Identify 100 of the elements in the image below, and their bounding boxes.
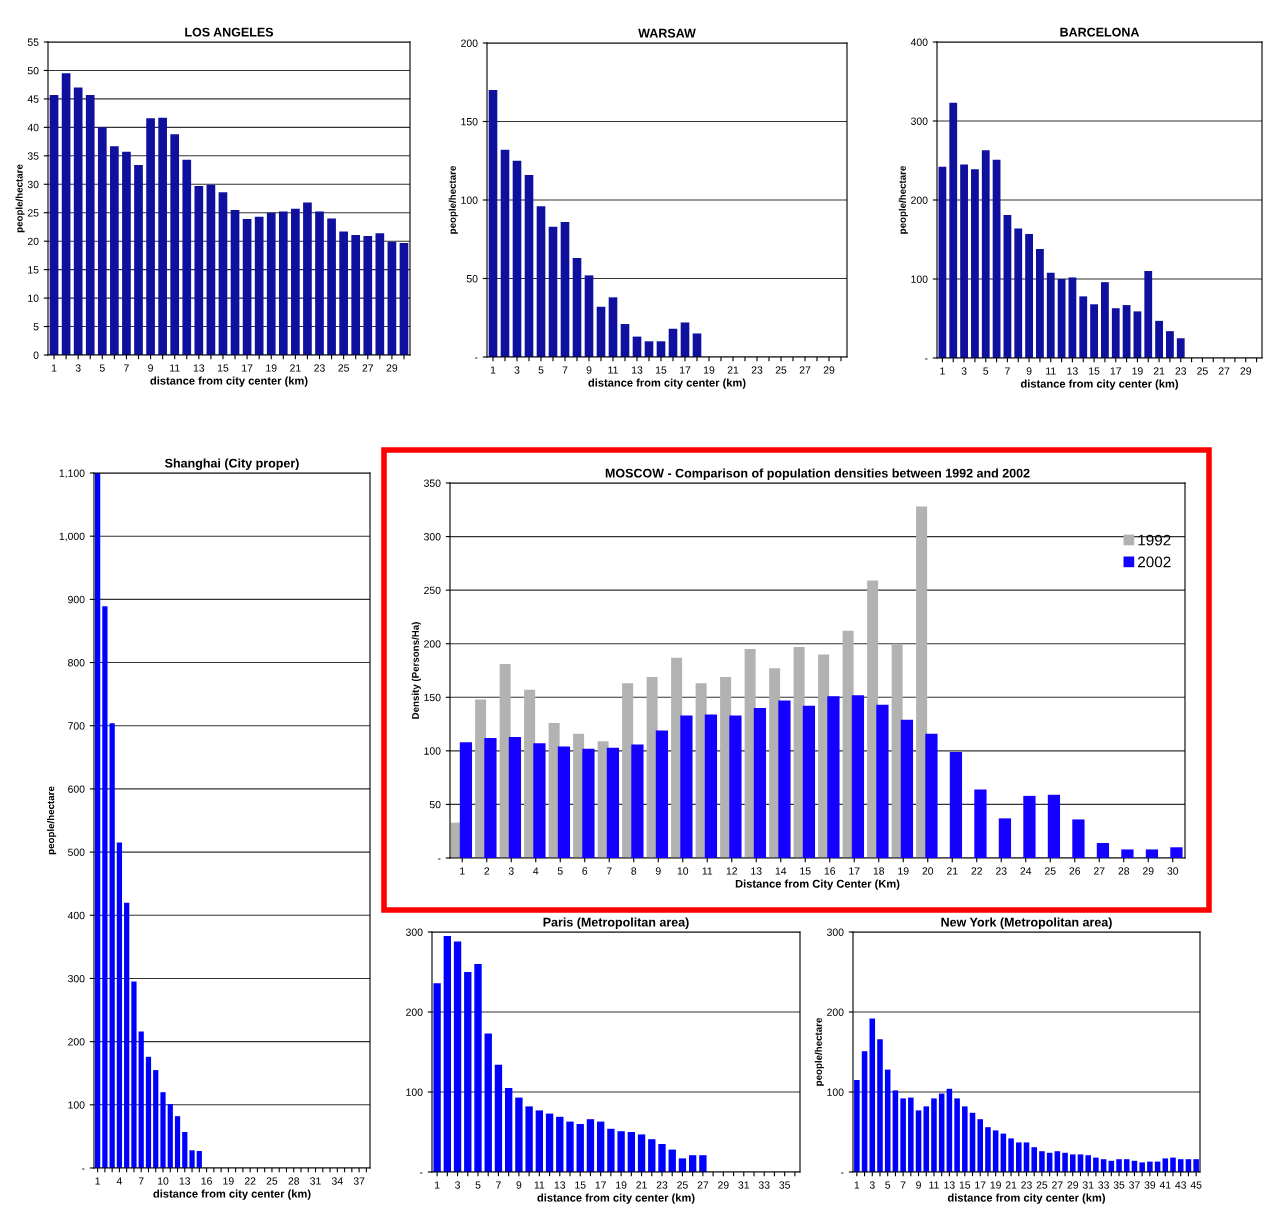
x-tick-label: 13 (1067, 367, 1078, 375)
bar (962, 1106, 968, 1172)
bar (608, 297, 618, 357)
x-tick-label: 1 (460, 867, 465, 875)
bar (572, 258, 582, 357)
bar (923, 1106, 930, 1172)
bar (1155, 320, 1163, 358)
x-tick-label: 26 (1069, 867, 1081, 875)
bar (688, 1155, 697, 1172)
bar (196, 1150, 202, 1168)
x-tick-label: 22 (244, 1177, 256, 1185)
bar (351, 234, 361, 355)
bar (680, 715, 693, 858)
x-tick-label: 1 (435, 1181, 440, 1189)
x-tick-label: 29 (386, 364, 398, 372)
y-tick-label: - (419, 1172, 423, 1174)
x-tick-label: 2 (484, 867, 490, 875)
y-tick-label: 100 (406, 1088, 423, 1096)
bar (1031, 1147, 1037, 1172)
y-tick-label: 900 (68, 595, 85, 604)
x-tick-label: 25 (266, 1177, 278, 1185)
bar (1170, 1157, 1176, 1172)
x-tick-label: 13 (179, 1177, 191, 1185)
x-tick-label: 17 (975, 1181, 986, 1189)
y-tick-label: 200 (461, 39, 478, 47)
x-tick-label: 3 (75, 364, 81, 372)
bar (110, 146, 119, 355)
y-tick-label: 300 (826, 928, 844, 936)
x-tick-label: 34 (331, 1177, 343, 1185)
x-tick-label: 11 (608, 366, 618, 374)
y-tick-label: 200 (406, 1008, 423, 1016)
x-tick-label: 24 (1020, 867, 1032, 875)
bar (97, 127, 107, 355)
x-tick-label: 23 (656, 1181, 668, 1189)
bar (160, 1092, 166, 1168)
bar (1123, 1159, 1130, 1172)
x-tick-label: 3 (869, 1181, 875, 1189)
y-tick-label: - (474, 357, 478, 359)
x-tick-label: 17 (1110, 367, 1122, 375)
x-tick-label: 10 (677, 867, 689, 875)
x-tick-label: 7 (138, 1177, 144, 1185)
x-tick-label: 9 (516, 1181, 522, 1189)
y-tick-label: 55 (27, 38, 39, 46)
x-tick-label: 11 (170, 364, 180, 372)
x-tick-label: 3 (514, 366, 520, 374)
bar (500, 149, 510, 357)
x-tick-label: 16 (201, 1177, 212, 1185)
bar (699, 1155, 707, 1172)
bar (453, 941, 462, 1172)
bar (586, 1119, 595, 1172)
x-tick-label: 7 (496, 1181, 501, 1189)
x-tick-label: 29 (1240, 367, 1252, 375)
bar (153, 1070, 159, 1168)
bar (49, 94, 59, 355)
x-tick-label: 15 (656, 366, 667, 374)
x-tick-label: 7 (562, 366, 568, 374)
bar (869, 1018, 876, 1172)
x-tick-label: 7 (124, 364, 129, 372)
bar (900, 719, 914, 858)
y-tick-label: 300 (423, 533, 441, 541)
y-tick-label: 300 (405, 928, 423, 936)
x-tick-label: 13 (193, 364, 205, 372)
x-tick-label: 28 (1118, 867, 1130, 875)
y-tick-label: 50 (27, 66, 39, 75)
bar (474, 964, 482, 1172)
x-tick-label: 19 (223, 1177, 234, 1185)
bar (194, 185, 204, 355)
x-tick-label: 3 (455, 1181, 460, 1189)
x-tick-label: 27 (697, 1181, 709, 1189)
bar (704, 714, 718, 858)
x-axis-title: distance from city center (km) (588, 378, 746, 389)
x-tick-label: 22 (971, 867, 983, 875)
bar (134, 164, 143, 355)
bar (363, 236, 373, 355)
bar (266, 212, 276, 355)
legend-label: 1992 (1138, 534, 1171, 546)
bar (254, 216, 264, 355)
bar (484, 1033, 492, 1172)
bar (985, 1127, 991, 1172)
x-tick-label: 29 (718, 1181, 729, 1189)
x-tick-label: 35 (779, 1181, 791, 1189)
bar (617, 1131, 625, 1172)
x-tick-label: 13 (751, 867, 762, 875)
chart-title: Shanghai (City proper) (165, 458, 299, 471)
bar (375, 233, 385, 355)
x-tick-label: 12 (726, 867, 738, 875)
y-tick-label: 5 (33, 323, 39, 331)
x-tick-label: 14 (775, 867, 787, 875)
x-tick-label: 17 (242, 364, 253, 372)
x-tick-label: 39 (1144, 1181, 1156, 1189)
x-axis-title: distance from city center (km) (1020, 379, 1178, 390)
bar (327, 218, 336, 355)
bar (146, 118, 155, 355)
bar (1176, 338, 1185, 358)
bar (1111, 308, 1120, 358)
bar (1079, 296, 1088, 358)
y-tick-label: 25 (27, 209, 39, 217)
y-tick-label: 100 (911, 275, 928, 283)
bar (1147, 1161, 1153, 1172)
bar (606, 747, 620, 858)
